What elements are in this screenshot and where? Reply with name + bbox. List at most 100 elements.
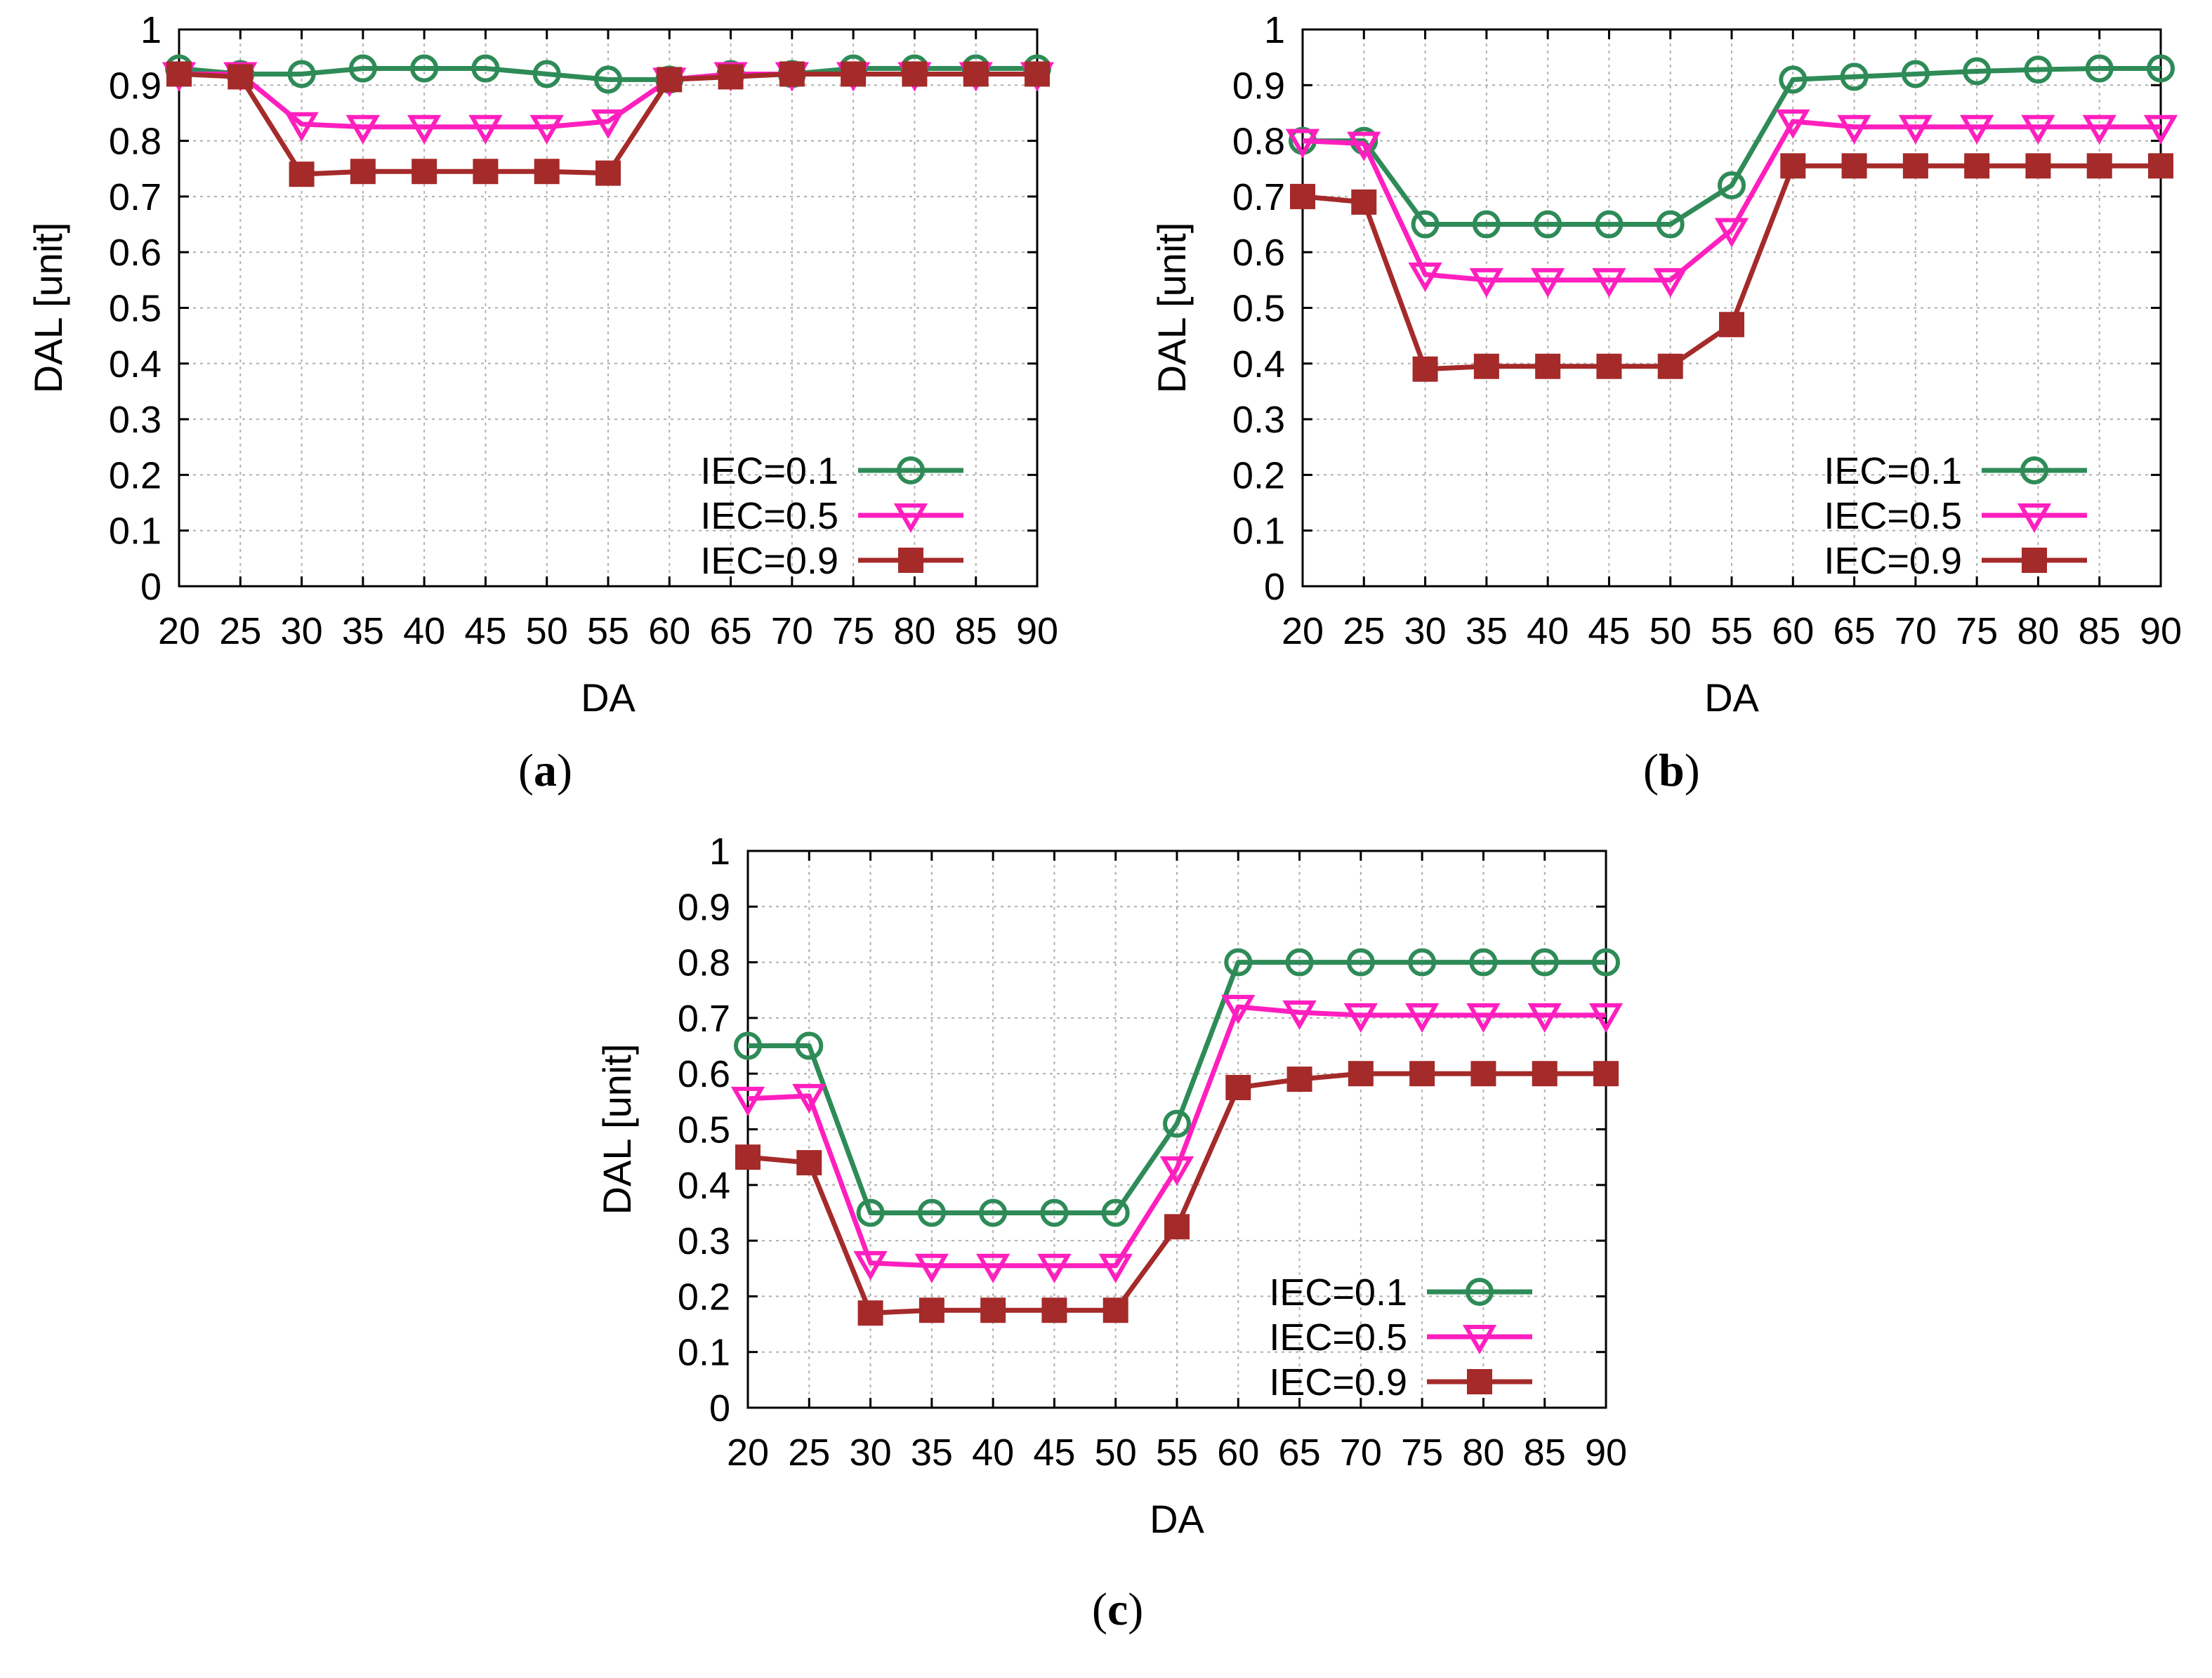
y-tick-label: 0.3 <box>109 399 162 441</box>
data-point-marker <box>1164 1214 1190 1240</box>
y-axis-label: DAL [unit] <box>595 1044 639 1215</box>
data-point-marker <box>980 1297 1006 1323</box>
series-IEC-01 <box>734 948 1620 1227</box>
series-line <box>748 960 1606 1215</box>
y-tick-label: 1 <box>709 831 730 873</box>
x-tick-label: 75 <box>832 610 874 652</box>
data-point-marker <box>350 159 376 185</box>
legend-label: IEC=0.9 <box>1824 540 1962 582</box>
data-point-marker <box>1527 1003 1562 1033</box>
data-point-marker <box>1901 60 1930 88</box>
chart-b-svg: 0 0.1 0.2 0.3 0.4 0.5 0.6 0.7 0.8 0.9 1 20 25 30 35 40 4… <box>1150 9 2182 720</box>
data-point-marker <box>853 1250 888 1281</box>
grid-lines <box>179 29 1037 586</box>
series-line <box>747 1071 1606 1316</box>
data-point-marker <box>1290 183 1315 209</box>
data-point-marker <box>917 1198 946 1227</box>
data-point-marker <box>529 114 564 145</box>
data-point-marker <box>1469 948 1498 977</box>
y-tick-label: 0.2 <box>678 1276 730 1318</box>
x-tick-label: 60 <box>648 610 690 652</box>
data-point-marker <box>856 1198 885 1227</box>
data-point-marker <box>471 54 500 83</box>
data-point-marker <box>2021 114 2055 145</box>
data-point-marker <box>1656 210 1685 239</box>
data-point-marker <box>1041 1297 1067 1323</box>
data-point-marker <box>1409 1061 1435 1087</box>
data-point-marker <box>591 109 626 139</box>
x-tick-label: 25 <box>219 610 261 652</box>
data-point-marker <box>1592 267 1626 298</box>
legend-label: IEC=0.1 <box>700 450 838 492</box>
data-point-marker <box>1534 210 1562 239</box>
data-point-marker <box>1718 171 1746 200</box>
y-tick-label: 0.5 <box>1232 288 1285 330</box>
x-tick-label: 25 <box>788 1432 830 1474</box>
legend-marker <box>1462 1325 1497 1355</box>
data-point-marker <box>1964 153 1990 179</box>
x-tick-label: 30 <box>1404 610 1447 652</box>
data-point-marker <box>166 61 192 87</box>
data-point-marker <box>1963 57 1992 86</box>
legend-marker <box>2017 503 2052 534</box>
x-tick-label: 35 <box>1466 610 1508 652</box>
y-tick-label: 0.6 <box>1232 232 1285 274</box>
data-point-marker <box>1714 218 1749 248</box>
chart-c-svg: 0 0.1 0.2 0.3 0.4 0.5 0.6 0.7 0.8 0.9 1 20 25 30 35 40 4… <box>595 831 1627 1541</box>
y-tick-label: 0.4 <box>109 343 162 385</box>
data-point-marker <box>795 1031 824 1060</box>
legend-label: IEC=0.9 <box>1269 1361 1407 1403</box>
data-point-marker <box>412 159 437 185</box>
data-point-marker <box>2147 54 2175 83</box>
data-point-marker <box>841 61 867 87</box>
x-tick-label: 70 <box>1340 1432 1382 1474</box>
data-point-marker <box>348 54 377 83</box>
x-tick-label: 90 <box>1585 1432 1627 1474</box>
data-point-marker <box>1472 210 1501 239</box>
data-point-marker <box>410 54 439 83</box>
data-point-marker <box>975 1253 1010 1283</box>
caption-b: (b) <box>1643 745 1700 796</box>
data-point-marker <box>718 64 744 90</box>
y-tick-label: 0.9 <box>1232 65 1285 107</box>
series-IEC-09 <box>735 1061 1619 1326</box>
data-point-marker <box>1841 153 1867 179</box>
x-tick-label: 50 <box>1095 1432 1137 1474</box>
series-IEC-01 <box>1289 54 2175 239</box>
legend-marker <box>2020 456 2048 484</box>
y-axis-label: DAL [unit] <box>1150 223 1194 394</box>
y-tick-label: 0.7 <box>109 176 162 218</box>
data-point-marker <box>2082 114 2116 145</box>
x-tick-label: 30 <box>850 1432 892 1474</box>
data-point-marker <box>1592 948 1620 977</box>
data-point-marker <box>2143 114 2178 145</box>
data-point-marker <box>1902 153 1928 179</box>
legend-marker <box>1467 1369 1492 1394</box>
data-point-marker <box>1159 1156 1194 1187</box>
data-point-marker <box>1588 1003 1624 1033</box>
series-line <box>1302 119 2161 283</box>
data-point-marker <box>2024 55 2053 84</box>
data-point-marker <box>1040 1198 1069 1227</box>
x-tick-label: 55 <box>1156 1432 1198 1474</box>
x-tick-label: 85 <box>955 610 997 652</box>
data-point-marker <box>1351 189 1377 215</box>
data-point-marker <box>1163 1109 1191 1138</box>
y-tick-label: 0.2 <box>1232 454 1285 496</box>
chart-a-svg: 0 0.1 0.2 0.3 0.4 0.5 0.6 0.7 0.8 0.9 1 20 25 30 35 40 4… <box>26 9 1058 720</box>
y-tick-label: 0.8 <box>678 942 730 984</box>
y-tick-label: 0.4 <box>1232 343 1285 385</box>
y-tick-label: 0.7 <box>1232 176 1285 218</box>
x-tick-label: 25 <box>1343 610 1385 652</box>
series-IEC-09 <box>1290 153 2173 382</box>
data-point-marker <box>1408 262 1442 292</box>
data-point-marker <box>284 112 319 142</box>
data-point-marker <box>595 160 621 186</box>
y-axis-label: DAL [unit] <box>26 223 70 394</box>
x-tick-label: 45 <box>1033 1432 1075 1474</box>
y-tick-label: 0 <box>709 1387 730 1429</box>
data-point-marker <box>1657 353 1683 379</box>
data-point-marker <box>735 1144 761 1170</box>
x-tick-label: 75 <box>1956 610 1998 652</box>
data-point-marker <box>1780 153 1806 179</box>
